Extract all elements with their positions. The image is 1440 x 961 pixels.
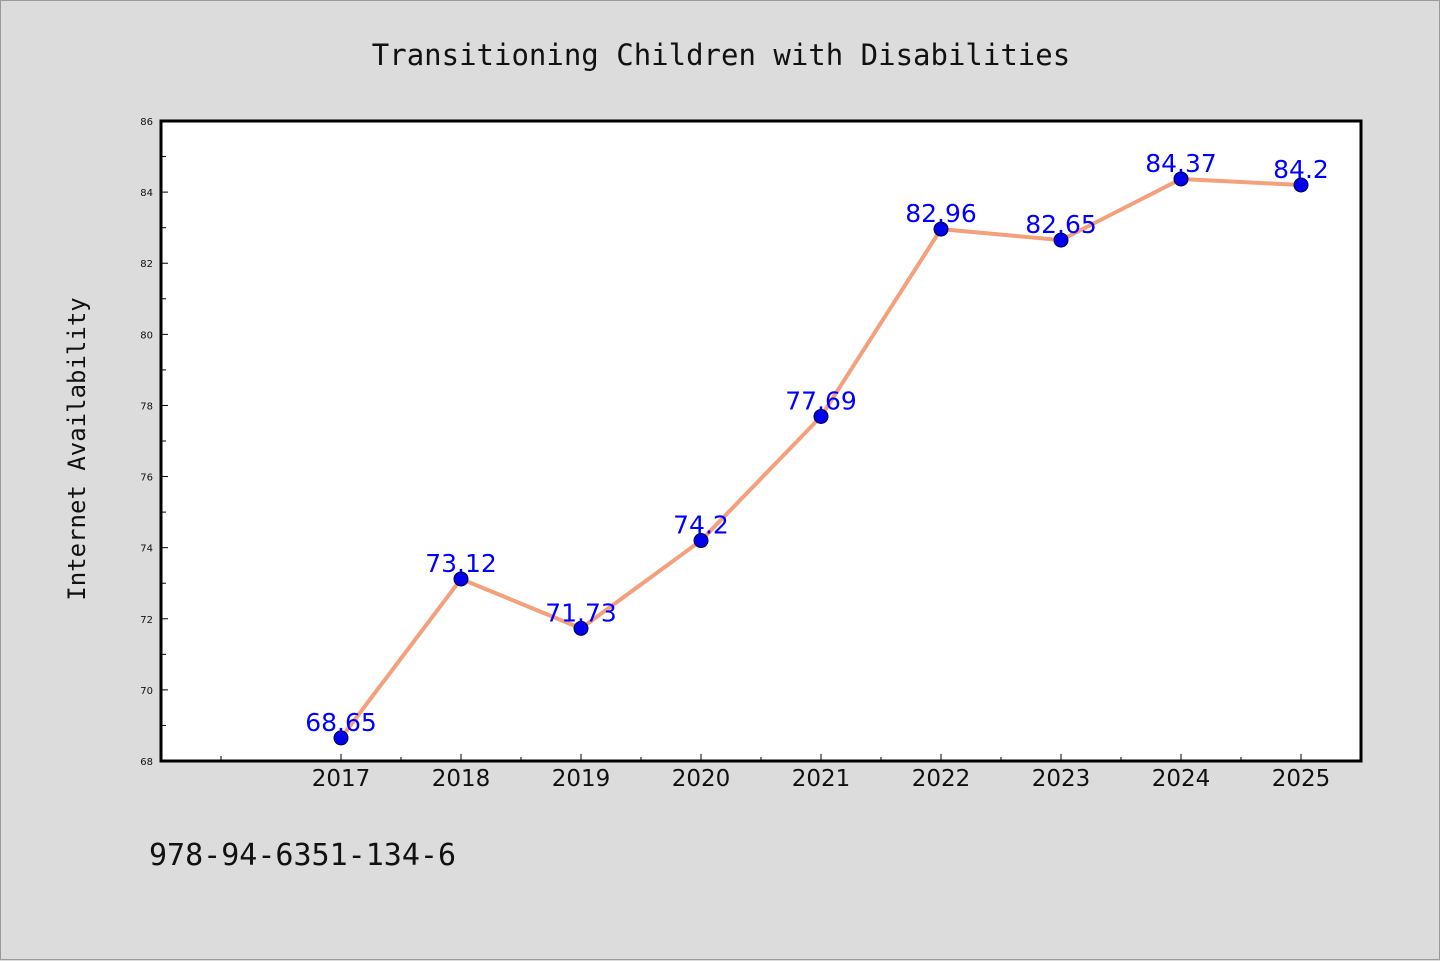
data-point: [1293, 177, 1309, 193]
y-tick-label: 82: [140, 259, 153, 270]
data-point: [933, 221, 949, 237]
x-tick-label: 2018: [432, 766, 491, 792]
x-tick-label: 2021: [792, 766, 851, 792]
data-point: [813, 408, 829, 424]
data-point: [1053, 232, 1069, 248]
chart-title: Transitioning Children with Disabilities: [372, 38, 1070, 72]
plot-area: [159, 119, 1363, 763]
y-tick-label: 74: [140, 544, 153, 555]
y-tick-label: 84: [140, 188, 153, 199]
data-label: 77.69: [785, 386, 857, 415]
series-layer: [333, 171, 1309, 746]
y-tick-label: 72: [140, 615, 153, 626]
data-label: 73.12: [425, 549, 497, 578]
data-label: 82.96: [905, 199, 977, 228]
y-tick-label: 76: [140, 473, 153, 484]
data-label: 74.2: [673, 511, 729, 540]
isbn-text: 978-94-6351-134-6: [149, 838, 456, 873]
x-tick-label: 2020: [672, 766, 731, 792]
data-label: 82.65: [1025, 210, 1097, 239]
y-axis-ticks: 68 70 72 74 76 78 80 82 84 86: [140, 117, 168, 768]
x-tick-label: 2022: [912, 766, 971, 792]
data-label: 84.2: [1273, 155, 1329, 184]
y-tick-label: 80: [140, 330, 153, 341]
y-tick-label: 68: [140, 757, 153, 768]
data-labels: 68.65 73.12 71.73 74.2 77.69 82.96 82.65 84.37 8…: [305, 149, 1329, 737]
x-tick-label: 2023: [1032, 766, 1091, 792]
x-tick-label: 2019: [552, 766, 611, 792]
data-point: [573, 620, 589, 636]
data-label: 71.73: [545, 598, 617, 627]
y-axis-label: Internet Availability: [63, 297, 91, 600]
y-tick-label: 78: [140, 401, 153, 412]
data-label: 68.65: [305, 708, 377, 737]
x-tick-label: 2017: [312, 766, 371, 792]
data-point: [1173, 171, 1189, 187]
x-axis-ticks: 2017 2018 2019 2020 2021 2022 2023 2024 2025: [220, 754, 1331, 792]
y-tick-label: 86: [140, 117, 153, 128]
data-point: [693, 533, 709, 549]
data-label: 84.37: [1145, 149, 1217, 178]
x-tick-label: 2025: [1272, 766, 1331, 792]
x-tick-label: 2024: [1152, 766, 1211, 792]
data-point: [333, 730, 349, 746]
data-point: [453, 571, 469, 587]
y-tick-label: 70: [140, 686, 153, 697]
